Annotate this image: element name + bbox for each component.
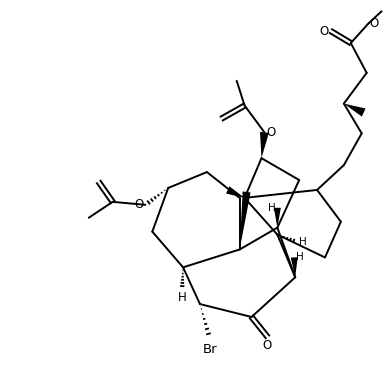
Text: O: O [263, 339, 272, 352]
Text: O: O [370, 17, 379, 30]
Text: H: H [296, 253, 304, 262]
Text: H: H [178, 291, 187, 304]
Text: Br: Br [203, 343, 217, 356]
Polygon shape [344, 104, 365, 116]
Polygon shape [226, 187, 244, 198]
Polygon shape [274, 208, 281, 228]
Text: O: O [267, 126, 276, 139]
Text: O: O [320, 25, 329, 38]
Text: H: H [268, 203, 275, 213]
Polygon shape [260, 132, 269, 158]
Polygon shape [291, 257, 298, 277]
Text: O: O [134, 198, 144, 211]
Polygon shape [240, 192, 251, 250]
Text: H: H [299, 237, 307, 246]
